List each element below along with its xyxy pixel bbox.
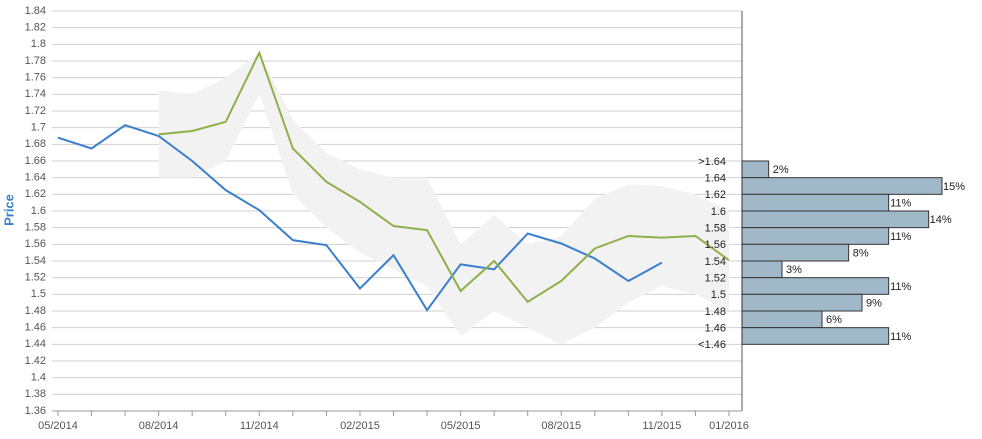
y-tick-label: 1.72 xyxy=(25,105,46,117)
hist-value-label: 9% xyxy=(866,298,882,310)
y-tick-label: 1.68 xyxy=(25,138,46,150)
x-tick-label: 08/2015 xyxy=(541,420,581,432)
hist-bar xyxy=(741,310,823,329)
y-tick-label: 1.66 xyxy=(25,155,46,167)
y-tick-label: 1.64 xyxy=(25,172,46,184)
hist-value-label: 11% xyxy=(890,198,911,210)
hist-bin-label: 1.64 xyxy=(705,173,726,185)
y-tick-label: 1.42 xyxy=(25,355,46,367)
y-tick-label: 1.7 xyxy=(31,122,46,134)
hist-bar xyxy=(741,293,863,312)
hist-bar xyxy=(741,210,930,229)
x-tick-label: 05/2014 xyxy=(38,420,78,432)
y-tick-label: 1.78 xyxy=(25,55,46,67)
hist-bar xyxy=(741,160,770,179)
hist-value-label: 14% xyxy=(930,214,952,226)
y-tick-label: 1.48 xyxy=(25,305,46,317)
y-tick-label: 1.62 xyxy=(25,188,46,200)
hist-value-label: 2% xyxy=(773,164,789,176)
hist-bar xyxy=(741,277,890,295)
y-tick-label: 1.84 xyxy=(25,5,46,17)
hist-value-label: 11% xyxy=(890,331,911,343)
x-tick-label: 11/2015 xyxy=(642,420,681,432)
y-tick-label: 1.82 xyxy=(25,22,46,34)
hist-value-label: 11% xyxy=(890,231,911,243)
y-tick-label: 1.46 xyxy=(25,322,46,334)
hist-bin-label: 1.46 xyxy=(705,323,726,335)
hist-value-label: 3% xyxy=(786,264,802,276)
hist-bar xyxy=(741,227,890,245)
hist-bin-label: 1.58 xyxy=(705,223,726,235)
hist-bin-label: 1.54 xyxy=(705,256,726,268)
hist-bin-label: 1.52 xyxy=(705,273,726,285)
y-tick-label: 1.6 xyxy=(31,205,46,217)
x-tick-label: 08/2014 xyxy=(139,420,179,432)
hist-bar xyxy=(741,243,850,262)
line-series xyxy=(158,50,730,304)
hist-value-label: 11% xyxy=(890,281,911,293)
y-tick-label: 1.4 xyxy=(31,372,46,384)
hist-bin-label: 1.62 xyxy=(705,189,726,201)
y-tick-label: 1.52 xyxy=(25,272,46,284)
band-area xyxy=(158,52,729,345)
x-tick-label: 01/2016 xyxy=(709,420,749,432)
x-tick-label: 11/2014 xyxy=(240,420,279,432)
y-tick-label: 1.8 xyxy=(31,38,46,50)
y-tick-label: 1.74 xyxy=(25,88,46,100)
hist-bin-label: 1.48 xyxy=(705,306,726,318)
hist-value-label: 8% xyxy=(853,248,869,260)
y-tick-label: 1.44 xyxy=(25,338,46,350)
y-axis-label: Price xyxy=(1,194,16,226)
hist-bin-label: 1.6 xyxy=(711,206,726,218)
y-tick-label: 1.5 xyxy=(31,288,46,300)
line-series xyxy=(57,124,663,312)
hist-bin-label: <1.46 xyxy=(698,339,726,351)
hist-value-label: 15% xyxy=(943,181,965,193)
hist-value-label: 6% xyxy=(826,314,842,326)
y-tick-label: 1.36 xyxy=(25,405,46,417)
y-tick-label: 1.54 xyxy=(25,255,46,267)
x-tick-label: 05/2015 xyxy=(441,420,481,432)
y-tick-label: 1.38 xyxy=(25,388,46,400)
y-tick-label: 1.58 xyxy=(25,222,46,234)
hist-bar xyxy=(741,327,890,345)
x-tick-label: 02/2015 xyxy=(340,420,380,432)
hist-bin-label: 1.5 xyxy=(711,289,726,301)
y-tick-label: 1.56 xyxy=(25,238,46,250)
hist-bin-label: >1.64 xyxy=(698,156,726,168)
y-tick-label: 1.76 xyxy=(25,72,46,84)
hist-bar xyxy=(741,193,890,212)
hist-bin-label: 1.56 xyxy=(705,239,726,251)
hist-bar xyxy=(741,260,783,279)
hist-bar xyxy=(741,177,943,195)
